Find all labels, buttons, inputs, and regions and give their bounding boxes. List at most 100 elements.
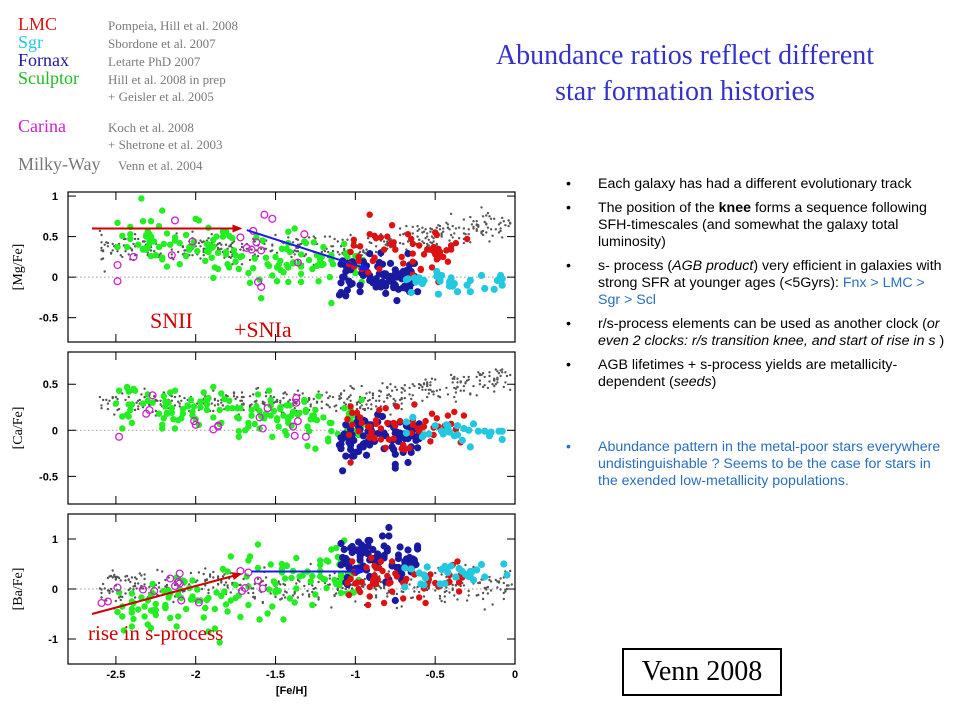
point-lmc: [372, 420, 380, 428]
point-mw: [446, 223, 450, 226]
point-mw: [472, 384, 475, 388]
point-mw: [386, 396, 389, 400]
bullet-item: Each galaxy has had a different evolutio…: [566, 176, 946, 193]
point-mw: [216, 399, 220, 402]
point-scl: [139, 400, 147, 407]
point-mw: [453, 375, 456, 379]
point-lmc: [409, 250, 416, 257]
point-mw: [200, 587, 204, 591]
point-mw: [400, 391, 403, 394]
point-mw: [226, 584, 229, 587]
point-lmc: [350, 242, 357, 249]
point-sgr: [503, 571, 511, 579]
point-mw: [283, 391, 287, 394]
point-scl: [326, 419, 333, 427]
point-mw: [207, 588, 210, 592]
point-mw: [426, 232, 429, 235]
point-sgr: [438, 565, 446, 574]
point-scl: [194, 248, 201, 255]
point-mw: [497, 372, 501, 375]
bullet-text: ) very efficient in galaxies with strong…: [598, 258, 942, 291]
point-lmc: [400, 595, 407, 602]
point-mw: [424, 228, 427, 231]
point-mw: [290, 255, 293, 259]
point-scl: [237, 253, 244, 261]
point-mw: [358, 250, 362, 254]
point-sgr: [477, 560, 486, 569]
point-mw: [320, 400, 323, 403]
point-scl: [337, 589, 345, 597]
point-mw: [424, 378, 427, 381]
point-mw: [291, 594, 295, 597]
point-mw: [496, 378, 499, 381]
point-scl: [149, 580, 156, 588]
point-lmc: [377, 558, 385, 565]
point-mw: [307, 236, 311, 239]
point-car: [113, 260, 122, 270]
point-lmc: [347, 459, 354, 466]
point-scl: [219, 565, 227, 573]
point-mw: [462, 375, 466, 379]
point-mw: [422, 383, 426, 386]
point-mw: [370, 407, 373, 411]
point-fnx: [401, 557, 409, 566]
y-axis-label: [Mg/Fe]: [11, 244, 26, 291]
point-mw: [287, 236, 290, 239]
point-scl: [147, 218, 155, 225]
point-lmc: [366, 231, 373, 238]
point-mw: [459, 381, 462, 384]
point-mw: [509, 221, 512, 224]
point-mw: [349, 399, 352, 402]
point-scl: [293, 585, 300, 592]
point-scl: [143, 244, 150, 252]
point-car: [260, 210, 269, 219]
data-points: [98, 368, 512, 475]
point-fnx: [374, 550, 382, 558]
point-sgr: [409, 413, 417, 421]
point-fnx: [377, 430, 385, 438]
point-scl: [291, 599, 298, 606]
point-mw: [331, 395, 335, 399]
point-mw: [418, 228, 421, 231]
point-scl: [297, 270, 305, 278]
point-scl: [197, 398, 204, 405]
point-mw: [140, 393, 143, 396]
point-mw: [328, 577, 331, 580]
point-mw: [100, 241, 103, 244]
point-scl: [123, 411, 131, 418]
point-sgr: [465, 572, 473, 581]
point-car: [175, 579, 184, 588]
point-car: [263, 404, 272, 413]
point-scl: [162, 604, 169, 612]
point-mw: [248, 404, 252, 407]
point-mw: [448, 591, 451, 594]
point-scl: [283, 245, 290, 252]
point-sgr: [402, 418, 410, 426]
point-sgr: [420, 581, 428, 589]
point-mw: [346, 238, 349, 241]
point-mw: [253, 595, 256, 599]
point-mw: [454, 391, 458, 394]
y-tick-label: -0.5: [39, 471, 58, 483]
point-mw: [272, 395, 276, 399]
point-mw: [464, 563, 467, 567]
point-mw: [317, 390, 320, 393]
point-fnx: [339, 467, 347, 475]
point-mw: [366, 407, 370, 410]
point-mw: [138, 572, 141, 575]
point-mw: [502, 597, 505, 601]
point-mw: [199, 239, 202, 242]
point-mw: [438, 228, 442, 231]
point-mw: [242, 577, 245, 581]
point-scl: [152, 600, 159, 608]
point-scl: [309, 265, 316, 273]
point-mw: [282, 396, 285, 400]
x-tick-label: -1.5: [266, 669, 285, 681]
point-lmc: [382, 405, 389, 412]
point-mw: [469, 215, 472, 219]
point-mw: [181, 245, 185, 249]
point-mw: [143, 240, 146, 243]
point-scl: [325, 558, 332, 565]
point-mw: [424, 237, 427, 240]
point-mw: [100, 591, 103, 595]
